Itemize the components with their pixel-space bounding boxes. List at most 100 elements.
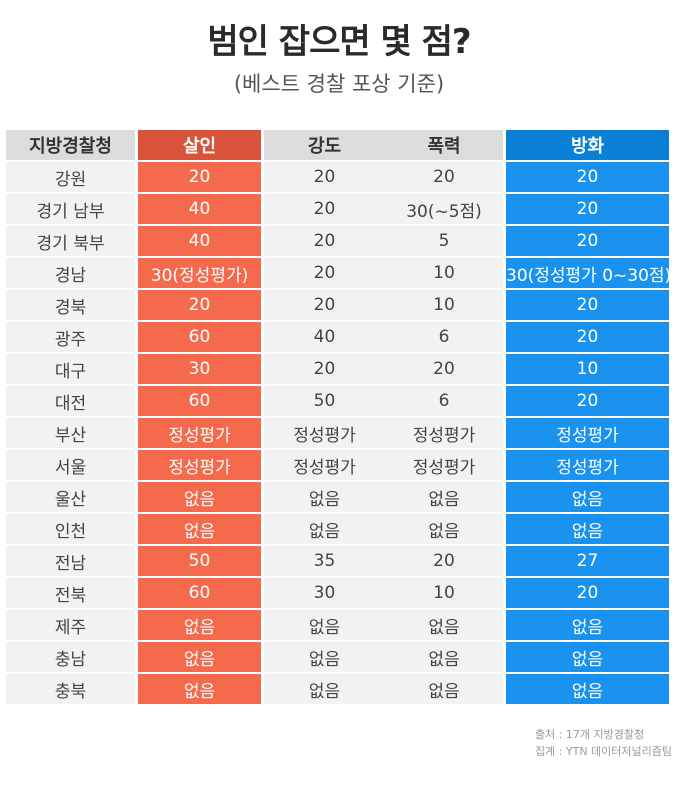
- cell-arson: 20: [503, 226, 672, 256]
- cell-robbery: 50: [264, 386, 385, 416]
- cell-violence: 없음: [385, 610, 503, 640]
- cell-murder: 정성평가: [135, 450, 264, 480]
- cell-arson: 20: [503, 386, 672, 416]
- cell-violence: 정성평가: [385, 418, 503, 448]
- cell-robbery: 40: [264, 322, 385, 352]
- cell-robbery: 35: [264, 546, 385, 576]
- cell-region: 충북: [6, 674, 135, 704]
- cell-region: 경북: [6, 290, 135, 320]
- header-region: 지방경찰청: [6, 130, 135, 160]
- table-row: 서울 정성평가 정성평가 정성평가 정성평가: [6, 450, 672, 480]
- cell-murder: 없음: [135, 610, 264, 640]
- table-row: 제주 없음 없음 없음 없음: [6, 610, 672, 640]
- cell-violence: 10: [385, 578, 503, 608]
- cell-violence: 10: [385, 290, 503, 320]
- cell-murder: 없음: [135, 642, 264, 672]
- cell-violence: 5: [385, 226, 503, 256]
- cell-violence: 없음: [385, 482, 503, 512]
- cell-robbery: 정성평가: [264, 450, 385, 480]
- cell-robbery: 20: [264, 162, 385, 192]
- cell-murder: 없음: [135, 482, 264, 512]
- cell-robbery: 없음: [264, 610, 385, 640]
- compiled-by-line: 집계 : YTN 데이터저널리즘팀: [534, 745, 672, 758]
- cell-region: 서울: [6, 450, 135, 480]
- cell-murder: 20: [135, 290, 264, 320]
- cell-violence: 20: [385, 162, 503, 192]
- cell-robbery: 없음: [264, 514, 385, 544]
- cell-region: 전북: [6, 578, 135, 608]
- cell-murder: 40: [135, 194, 264, 224]
- cell-murder: 30(정성평가): [135, 258, 264, 288]
- cell-murder: 없음: [135, 674, 264, 704]
- cell-arson: 20: [503, 578, 672, 608]
- cell-robbery: 20: [264, 194, 385, 224]
- cell-region: 광주: [6, 322, 135, 352]
- cell-arson: 10: [503, 354, 672, 384]
- cell-robbery: 20: [264, 258, 385, 288]
- cell-violence: 10: [385, 258, 503, 288]
- cell-arson: 없음: [503, 610, 672, 640]
- cell-murder: 없음: [135, 514, 264, 544]
- cell-robbery: 정성평가: [264, 418, 385, 448]
- table-row: 대구 30 20 20 10: [6, 354, 672, 384]
- cell-violence: 30(~5점): [385, 194, 503, 224]
- cell-violence: 6: [385, 322, 503, 352]
- table-row: 충북 없음 없음 없음 없음: [6, 674, 672, 704]
- table-row: 경남 30(정성평가) 20 10 30(정성평가 0~30점): [6, 258, 672, 288]
- table-row: 경북 20 20 10 20: [6, 290, 672, 320]
- table-row: 인천 없음 없음 없음 없음: [6, 514, 672, 544]
- cell-region: 강원: [6, 162, 135, 192]
- page-title: 범인 잡으면 몇 점?: [207, 22, 471, 62]
- cell-murder: 60: [135, 578, 264, 608]
- cell-region: 제주: [6, 610, 135, 640]
- table-row: 울산 없음 없음 없음 없음: [6, 482, 672, 512]
- reward-table: 지방경찰청 살인 강도 폭력 방화 강원 20 20 20 20 경기 남부 40 20 30(…: [6, 128, 672, 706]
- table-header-row: 지방경찰청 살인 강도 폭력 방화: [6, 130, 672, 160]
- cell-arson: 20: [503, 290, 672, 320]
- cell-robbery: 20: [264, 290, 385, 320]
- cell-murder: 40: [135, 226, 264, 256]
- cell-robbery: 없음: [264, 482, 385, 512]
- table-row: 전남 50 35 20 27: [6, 546, 672, 576]
- cell-arson: 정성평가: [503, 450, 672, 480]
- cell-region: 대전: [6, 386, 135, 416]
- table-row: 경기 남부 40 20 30(~5점) 20: [6, 194, 672, 224]
- cell-region: 경기 북부: [6, 226, 135, 256]
- cell-arson: 없음: [503, 642, 672, 672]
- table-row: 전북 60 30 10 20: [6, 578, 672, 608]
- source-line: 출처 : 17개 지방경찰청: [534, 728, 645, 741]
- table-row: 경기 북부 40 20 5 20: [6, 226, 672, 256]
- cell-arson: 30(정성평가 0~30점): [503, 258, 672, 288]
- table-row: 강원 20 20 20 20: [6, 162, 672, 192]
- table-row: 광주 60 40 6 20: [6, 322, 672, 352]
- cell-region: 울산: [6, 482, 135, 512]
- cell-violence: 없음: [385, 674, 503, 704]
- cell-region: 대구: [6, 354, 135, 384]
- cell-murder: 50: [135, 546, 264, 576]
- cell-region: 전남: [6, 546, 135, 576]
- table-row: 충남 없음 없음 없음 없음: [6, 642, 672, 672]
- cell-robbery: 30: [264, 578, 385, 608]
- cell-violence: 정성평가: [385, 450, 503, 480]
- cell-murder: 30: [135, 354, 264, 384]
- cell-arson: 20: [503, 194, 672, 224]
- cell-murder: 20: [135, 162, 264, 192]
- table-row: 대전 60 50 6 20: [6, 386, 672, 416]
- header-robbery: 강도: [264, 130, 385, 160]
- cell-robbery: 없음: [264, 674, 385, 704]
- cell-violence: 없음: [385, 642, 503, 672]
- header-murder: 살인: [135, 130, 264, 160]
- cell-arson: 없음: [503, 482, 672, 512]
- cell-violence: 20: [385, 546, 503, 576]
- cell-arson: 없음: [503, 674, 672, 704]
- cell-arson: 20: [503, 322, 672, 352]
- cell-region: 부산: [6, 418, 135, 448]
- cell-region: 인천: [6, 514, 135, 544]
- cell-region: 경남: [6, 258, 135, 288]
- cell-arson: 27: [503, 546, 672, 576]
- cell-region: 경기 남부: [6, 194, 135, 224]
- cell-robbery: 20: [264, 226, 385, 256]
- cell-murder: 60: [135, 386, 264, 416]
- cell-arson: 20: [503, 162, 672, 192]
- cell-violence: 6: [385, 386, 503, 416]
